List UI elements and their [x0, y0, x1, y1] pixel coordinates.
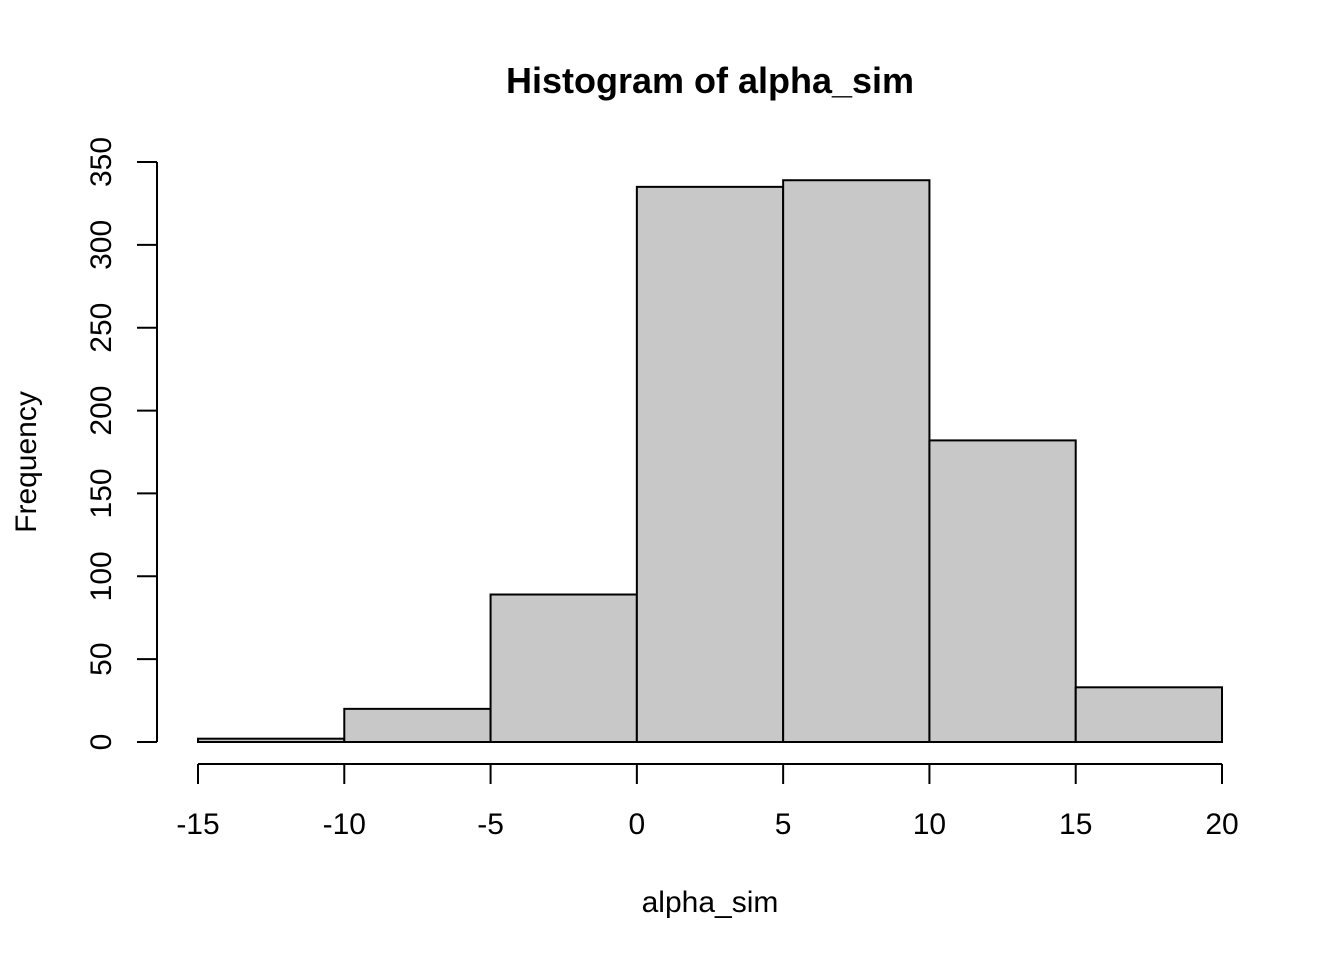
x-tick-label-5: 10 — [913, 808, 946, 841]
y-tick-label-5: 250 — [85, 303, 118, 353]
bars-group — [197, 179, 1223, 744]
y-tick-label-3: 150 — [85, 468, 118, 518]
y-tick-label-1: 50 — [85, 642, 118, 675]
x-tick-label-6: 15 — [1059, 808, 1092, 841]
y-tick-label-4: 200 — [85, 386, 118, 436]
x-axis-label: alpha_sim — [642, 886, 779, 919]
histogram-bar-2 — [489, 593, 638, 743]
histogram-bar-1 — [343, 707, 492, 743]
x-tick-label-1: -10 — [323, 808, 366, 841]
y-axis: 0 50 100 150 200 250 300 350 — [85, 137, 158, 751]
y-tick-label-6: 300 — [85, 220, 118, 270]
chart-title: Histogram of alpha_sim — [506, 60, 914, 101]
histogram-bar-5 — [928, 439, 1077, 743]
histogram-bar-6 — [1074, 686, 1223, 743]
histogram-bar-0 — [197, 737, 346, 744]
x-axis: -15 -10 -5 0 5 10 15 20 — [176, 763, 1239, 841]
histogram-bar-4 — [782, 179, 931, 743]
x-tick-label-7: 20 — [1205, 808, 1238, 841]
y-tick-label-2: 100 — [85, 551, 118, 601]
x-tick-label-2: -5 — [477, 808, 504, 841]
x-tick-label-0: -15 — [176, 808, 219, 841]
x-tick-label-4: 5 — [775, 808, 792, 841]
histogram-bar-3 — [635, 185, 785, 744]
y-tick-label-0: 0 — [85, 734, 118, 751]
y-axis-label: Frequency — [10, 391, 43, 533]
y-tick-label-7: 350 — [85, 137, 118, 187]
x-tick-label-3: 0 — [629, 808, 646, 841]
